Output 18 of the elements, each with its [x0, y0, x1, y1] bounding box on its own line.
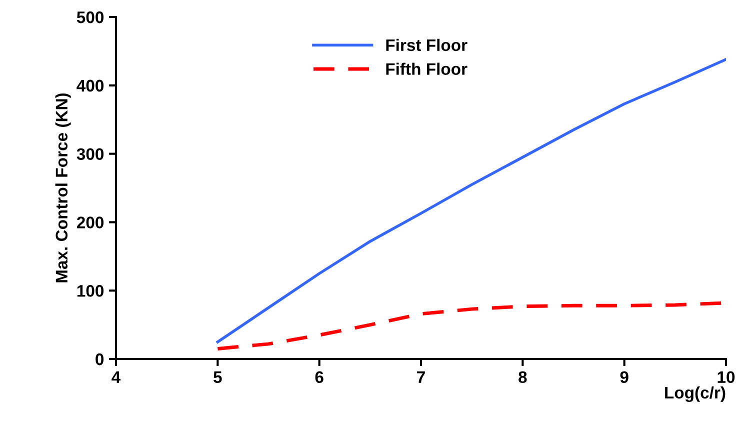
x-axis-title: Log(c/r)	[665, 386, 726, 402]
y-tick-label: 200	[76, 216, 104, 228]
x-tick-label: 6	[315, 371, 324, 384]
y-axis-title: Max. Control Force (KN)	[55, 93, 71, 282]
x-tick-label: 10	[718, 371, 735, 384]
y-tick-label: 300	[76, 148, 104, 160]
y-tick-label: 400	[76, 80, 104, 92]
legend-label: Fifth Floor	[386, 62, 468, 75]
y-tick-label: 500	[76, 11, 104, 24]
x-tick-label: 4	[112, 371, 121, 383]
x-tick-label: 5	[214, 371, 222, 384]
x-tick-label: 9	[620, 371, 628, 384]
y-tick-label: 0	[96, 353, 104, 366]
x-tick-label: 7	[417, 371, 425, 383]
line-series	[216, 58, 726, 344]
x-tick-label: 8	[518, 371, 527, 384]
legend-label: First Floor	[386, 38, 468, 52]
y-tick-label: 100	[77, 285, 104, 297]
